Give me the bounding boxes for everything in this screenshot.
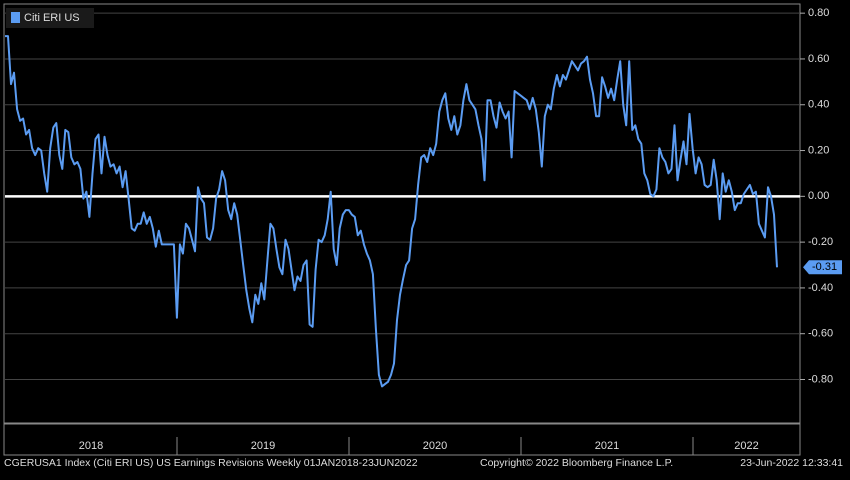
- x-tick-label: 2018: [79, 440, 103, 452]
- x-tick-label: 2021: [595, 440, 619, 452]
- legend-swatch: [11, 12, 20, 23]
- footer-timestamp: 23-Jun-2022 12:33:41: [740, 457, 843, 469]
- y-tick-label: -0.80: [808, 373, 833, 385]
- series-line: [5, 35, 778, 388]
- y-tick-label: 0.00: [808, 190, 829, 202]
- y-tick-label: -0.60: [808, 328, 833, 340]
- x-axis-band: [3, 423, 801, 456]
- y-tick-label: 0.80: [808, 7, 829, 19]
- y-tick-label: -0.40: [808, 282, 833, 294]
- y-tick-label: 0.20: [808, 144, 829, 156]
- x-tick-label: 2022: [734, 440, 758, 452]
- footer-description: CGERUSA1 Index (Citi ERI US) US Earnings…: [4, 457, 418, 469]
- y-tick-label: -0.20: [808, 236, 833, 248]
- x-tick-label: 2019: [251, 440, 275, 452]
- x-tick-label: 2020: [423, 440, 447, 452]
- last-value-flag: [803, 260, 842, 275]
- y-tick-label: 0.40: [808, 99, 829, 111]
- legend-box: [6, 8, 94, 28]
- last-value-label: -0.31: [812, 261, 837, 273]
- plot-frame: [3, 3, 801, 424]
- legend-label: Citi ERI US: [24, 12, 80, 24]
- y-tick-label: 0.60: [808, 53, 829, 65]
- footer-copyright: Copyright© 2022 Bloomberg Finance L.P.: [480, 457, 673, 469]
